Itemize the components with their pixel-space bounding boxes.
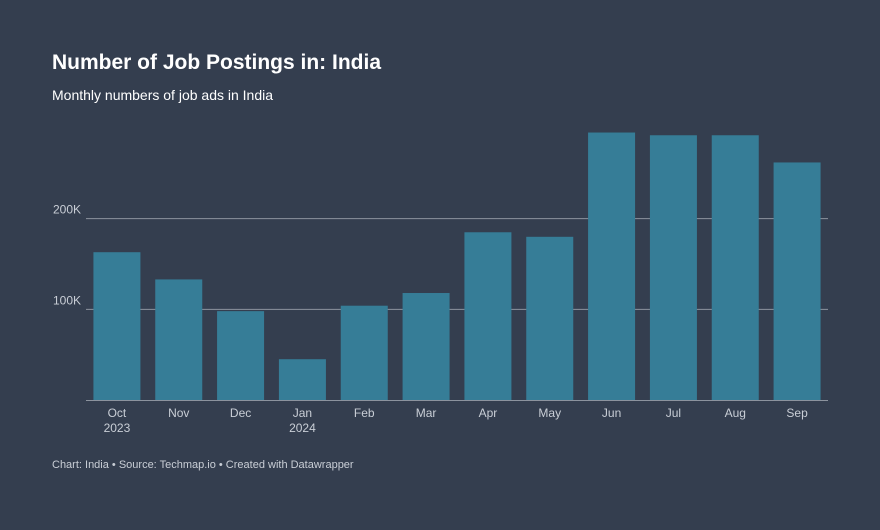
chart-title: Number of Job Postings in: India bbox=[52, 51, 382, 74]
x-tick-label: Jun bbox=[602, 406, 621, 420]
x-tick-label: Mar bbox=[416, 406, 437, 420]
bar-dec bbox=[217, 311, 265, 400]
x-tick-label: Jan bbox=[293, 406, 312, 420]
x-tick-label: Aug bbox=[725, 406, 746, 420]
x-tick-label: Apr bbox=[479, 406, 498, 420]
x-tick-label: Nov bbox=[168, 406, 189, 420]
x-tick-year-label: 2024 bbox=[289, 421, 316, 435]
x-tick-label: Jul bbox=[666, 406, 681, 420]
bar-jul bbox=[649, 135, 697, 400]
bar-feb bbox=[340, 305, 388, 400]
chart-footer: Chart: India • Source: Techmap.io • Crea… bbox=[52, 459, 354, 471]
x-tick-year-label: 2023 bbox=[104, 421, 131, 435]
bar-aug bbox=[711, 135, 759, 400]
y-tick-label: 200K bbox=[53, 203, 81, 217]
bar-nov bbox=[155, 279, 203, 400]
gridlines: 100K 200K bbox=[53, 203, 828, 310]
x-tick-label: Oct bbox=[108, 406, 127, 420]
bar-jun bbox=[588, 132, 636, 401]
x-tick-label: Dec bbox=[230, 406, 251, 420]
x-tick-label: May bbox=[538, 406, 561, 420]
x-tick-label: Feb bbox=[354, 406, 375, 420]
bars bbox=[93, 132, 821, 401]
bar-sep bbox=[773, 162, 821, 400]
bar-mar bbox=[402, 293, 450, 400]
bar-jan bbox=[278, 359, 326, 400]
x-tick-label: Sep bbox=[786, 406, 808, 420]
chart-subtitle: Monthly numbers of job ads in India bbox=[52, 87, 274, 103]
bar-apr bbox=[464, 232, 512, 400]
y-tick-label: 100K bbox=[53, 293, 81, 307]
bar-oct bbox=[93, 252, 141, 400]
bar-may bbox=[526, 236, 574, 400]
